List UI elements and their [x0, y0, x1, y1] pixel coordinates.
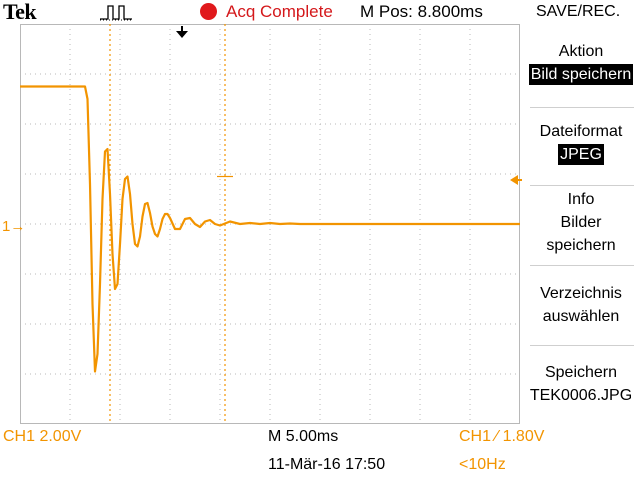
menu-verzeichnis-line2: auswählen — [542, 308, 620, 325]
status-footer: CH1 2.00V M 5.00ms CH1 ∕ 1.80V 11-Mär-16… — [0, 424, 640, 480]
trigger-readout: CH1 ∕ 1.80V — [459, 428, 545, 445]
status-bar: Tek Acq Complete M Pos: 8.800ms SAVE/REC… — [0, 0, 640, 24]
menu-speichern-line1: Speichern — [544, 364, 618, 381]
menu-divider — [530, 185, 634, 186]
datetime-readout: 11-Mär-16 17:50 — [268, 456, 386, 473]
ch1-scale-readout: CH1 2.00V — [3, 428, 82, 445]
menu-divider — [530, 265, 634, 266]
menu-divider — [530, 345, 634, 346]
waveform-plot — [20, 24, 520, 424]
menu-title: SAVE/REC. — [536, 3, 621, 20]
cursor-lines — [109, 24, 226, 424]
trigger-level-arrow-icon — [510, 175, 522, 185]
ch1-trace — [20, 85, 520, 373]
timebase-readout: M 5.00ms — [268, 428, 339, 445]
side-menu: Aktion Bild speichern Dateiformat JPEG I… — [522, 24, 640, 424]
frequency-readout: <10Hz — [459, 456, 506, 473]
menu-info-line2: Bilder — [560, 214, 602, 231]
waveform-display — [20, 24, 520, 424]
menu-aktion-value: Bild speichern — [528, 64, 634, 85]
ch1-ground-marker: 1→ — [2, 218, 26, 235]
ch1-waveform-line — [20, 85, 520, 373]
menu-verzeichnis-line1: Verzeichnis — [540, 285, 622, 302]
menu-dateiformat[interactable]: Dateiformat JPEG — [522, 120, 640, 166]
menu-info-line1: Info — [567, 191, 595, 208]
main-position-readout: M Pos: 8.800ms — [360, 2, 483, 21]
menu-dateiformat-value: JPEG — [558, 144, 604, 165]
menu-aktion-label: Aktion — [558, 43, 604, 60]
menu-speichern-line2: TEK0006.JPG — [529, 387, 633, 404]
acq-status-text: Acq Complete — [226, 2, 333, 21]
menu-verzeichnis[interactable]: Verzeichnis auswählen — [522, 282, 640, 328]
menu-divider — [530, 107, 634, 108]
acq-status-indicator — [200, 3, 217, 20]
menu-info-line3: speichern — [546, 237, 616, 254]
menu-dateiformat-label: Dateiformat — [539, 123, 623, 140]
menu-info-bilder[interactable]: Info Bilder speichern — [522, 188, 640, 257]
menu-aktion[interactable]: Aktion Bild speichern — [522, 40, 640, 86]
pulse-trigger-icon — [100, 5, 132, 21]
menu-speichern[interactable]: Speichern TEK0006.JPG — [522, 361, 640, 407]
brand-logo: Tek — [3, 0, 37, 24]
trigger-position-arrow-icon — [176, 26, 188, 38]
